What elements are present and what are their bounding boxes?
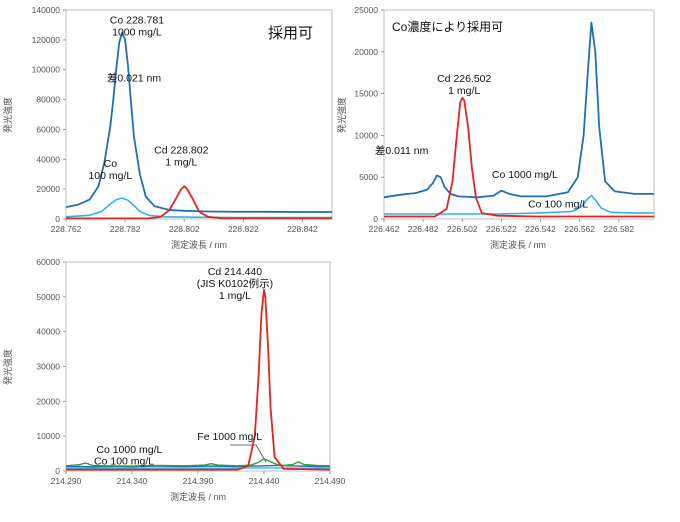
- y-tick-label: 40000: [36, 154, 60, 164]
- annotation-line: 差0.011 nm: [375, 144, 429, 157]
- x-axis-label: 測定波長 / nm: [171, 239, 227, 250]
- y-tick-label: 25000: [354, 5, 378, 15]
- y-tick-label: 15000: [354, 89, 378, 99]
- annotation-line: Co 1000 mg/L: [96, 444, 162, 456]
- annotation-line: 1 mg/L: [219, 290, 251, 302]
- annotation-line: 1000 mg/L: [112, 26, 162, 38]
- x-tick-label: 228.802: [169, 224, 200, 234]
- series-line-1: [65, 467, 330, 470]
- annotation-co-low: Co 100 mg/L: [88, 158, 132, 182]
- x-axis-label: 測定波長 / nm: [490, 239, 546, 250]
- status-badge: Co濃度により採用可: [392, 19, 503, 34]
- annotation-co-high: Co 1000 mg/L: [96, 444, 162, 456]
- y-tick-label: 0: [55, 466, 60, 476]
- y-tick-label: 0: [373, 214, 378, 224]
- annotation-line: 1 mg/L: [448, 85, 480, 97]
- y-tick-label: 40000: [36, 327, 60, 337]
- y-tick-label: 5000: [359, 172, 378, 182]
- annotation-co-high: Co 1000 mg/L: [492, 169, 558, 181]
- chart-panel-co-228: 採用可 測定波長 / nm 発光強度 228.762 228.782 228.802…: [2, 5, 333, 250]
- x-tick-label: 214.340: [117, 476, 148, 486]
- annotation-line: Co 228.781: [110, 14, 164, 26]
- x-tick-label: 226.562: [564, 224, 595, 234]
- series-line-1: [384, 194, 654, 215]
- y-tick-label: 20000: [36, 184, 60, 194]
- x-tick-label: 226.502: [447, 224, 478, 234]
- annotation-cd-peak: Cd 228.802 1 mg/L: [154, 144, 208, 168]
- y-tick-label: 10000: [36, 431, 60, 441]
- annotation-line: Cd 214.440: [208, 266, 262, 278]
- annotation-co-peak: Co 228.781 1000 mg/L: [110, 14, 164, 38]
- annotation-line: Co: [104, 158, 118, 170]
- y-tick-label: 10000: [354, 130, 378, 140]
- y-tick-label: 20000: [36, 396, 60, 406]
- annotation-line: 100 mg/L: [88, 170, 132, 182]
- x-tick-label: 214.290: [51, 476, 82, 486]
- x-tick-label: 226.582: [603, 224, 634, 234]
- status-badge: 採用可: [268, 25, 313, 42]
- y-tick-label: 60000: [36, 257, 60, 267]
- annotation-line: 1 mg/L: [165, 156, 197, 168]
- y-tick-label: 50000: [36, 292, 60, 302]
- x-tick-label: 214.440: [249, 476, 280, 486]
- y-tick-label: 100000: [32, 65, 61, 75]
- annotation-line: Co 1000 mg/L: [492, 169, 558, 181]
- annotation-co-low: Co 100 mg/L: [528, 198, 588, 210]
- annotation-line: Cd 228.802: [154, 144, 208, 156]
- chart-panel-co-226: Co濃度により採用可 測定波長 / nm 発光強度 226.462 226.482…: [336, 5, 655, 250]
- annotation-co-low: Co 100 mg/L: [94, 456, 154, 468]
- y-tick-label: 60000: [36, 124, 60, 134]
- y-tick-label: 0: [55, 214, 60, 224]
- x-tick-label: 228.782: [110, 224, 141, 234]
- y-axis-label: 発光強度: [2, 349, 13, 385]
- y-axis-label: 発光強度: [336, 97, 347, 133]
- series-line-0: [383, 21, 654, 199]
- chart-panel-cd-214: 測定波長 / nm 発光強度 214.290 214.340 214.390 214.…: [2, 257, 346, 502]
- series-line-3: [66, 288, 331, 471]
- annotation-diff: 差0.021 nm: [107, 72, 162, 85]
- y-tick-label: 120000: [32, 35, 61, 45]
- annotation-cd-peak: Cd 214.440 (JIS K0102例示) 1 mg/L: [197, 266, 273, 302]
- annotation-line: (JIS K0102例示): [197, 277, 273, 290]
- annotation-line: Co 100 mg/L: [528, 198, 588, 210]
- annotation-line: Fe 1000 mg/L: [197, 431, 262, 443]
- x-tick-label: 228.842: [287, 224, 318, 234]
- y-axis-label: 発光強度: [2, 97, 13, 133]
- annotation-diff: 差0.011 nm: [375, 144, 429, 157]
- plot-area: [65, 9, 333, 220]
- y-tick-label: 140000: [32, 5, 61, 15]
- x-tick-label: 226.462: [369, 224, 400, 234]
- x-tick-label: 226.522: [486, 224, 517, 234]
- y-tick-label: 30000: [36, 362, 60, 372]
- annotation-line: Cd 226.502: [437, 73, 491, 85]
- x-tick-label: 214.490: [315, 476, 346, 486]
- series-line-2: [66, 185, 332, 220]
- x-tick-label: 214.390: [183, 476, 214, 486]
- x-axis-label: 測定波長 / nm: [170, 491, 226, 502]
- annotation-fe: Fe 1000 mg/L: [197, 431, 262, 443]
- annotation-line: Co 100 mg/L: [94, 456, 154, 468]
- series-line-2: [65, 458, 331, 467]
- y-tick-label: 80000: [36, 95, 60, 105]
- annotation-cd-peak: Cd 226.502 1 mg/L: [437, 73, 491, 97]
- x-tick-label: 226.542: [525, 224, 556, 234]
- x-tick-label: 228.762: [51, 224, 82, 234]
- annotation-line: 差0.021 nm: [107, 72, 162, 85]
- x-tick-label: 226.482: [408, 224, 439, 234]
- x-tick-label: 228.822: [228, 224, 259, 234]
- y-tick-label: 20000: [354, 47, 378, 57]
- series-line-2: [384, 96, 654, 218]
- plot-area: [383, 9, 655, 220]
- series-line-0: [65, 31, 332, 213]
